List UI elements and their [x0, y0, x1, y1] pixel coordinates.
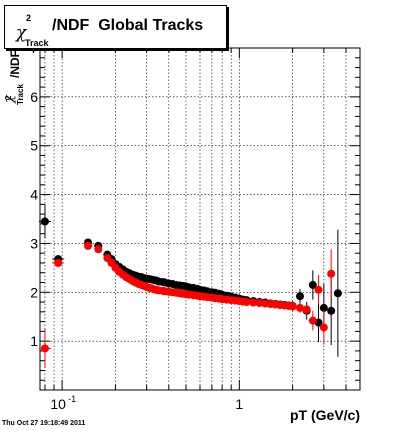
marker	[308, 280, 317, 289]
data-point	[249, 298, 258, 307]
y-tick-label: 6	[30, 89, 38, 105]
data-point	[319, 310, 328, 345]
marker	[40, 344, 49, 353]
y-tick-label: 1	[30, 333, 38, 349]
marker	[327, 306, 336, 315]
title-superscript: 2	[26, 13, 32, 23]
marker	[308, 316, 317, 325]
x-tick-label-exponent: -1	[68, 394, 76, 404]
data-point	[288, 302, 297, 311]
data-point	[314, 275, 323, 305]
chart-title: /NDF Global Tracks	[52, 17, 204, 34]
ylabel-text: /NDF	[8, 50, 22, 78]
y-tick-label: 5	[30, 138, 38, 154]
marker	[319, 323, 328, 332]
marker	[327, 269, 336, 278]
ylabel-superscript: 2	[4, 95, 13, 100]
timestamp: Thu Oct 27 19:18:49 2011	[2, 420, 86, 427]
data-point	[308, 270, 317, 300]
data-point	[295, 303, 304, 313]
x-tick-label: 1	[235, 396, 243, 412]
marker	[84, 241, 93, 250]
y-tick-label: 2	[30, 284, 38, 300]
marker	[319, 303, 328, 312]
marker	[249, 298, 258, 307]
title-chi-symbol: χ	[16, 23, 27, 43]
axis-ticks	[40, 47, 360, 391]
data-point	[38, 328, 51, 369]
data-point	[52, 258, 65, 267]
data-point	[38, 204, 51, 239]
title-subscript: Track	[25, 38, 49, 48]
data-point	[84, 241, 93, 250]
x-tick-label: 10	[50, 396, 66, 412]
marker	[314, 285, 323, 294]
x-axis-label: pT (GeV/c)	[290, 407, 361, 423]
marker	[333, 289, 342, 298]
y-axis-label: χ 2 Track /NDF	[0, 0, 40, 110]
ylabel-subscript: Track	[16, 84, 25, 105]
marker	[288, 302, 297, 311]
data-point	[295, 288, 304, 304]
data-point	[302, 303, 311, 316]
marker	[94, 245, 103, 254]
data-points	[38, 204, 342, 369]
marker	[302, 305, 311, 314]
data-point	[242, 298, 251, 307]
marker	[40, 217, 49, 226]
data-point	[94, 245, 103, 254]
marker	[242, 298, 251, 307]
marker	[54, 258, 63, 267]
data-point	[327, 249, 336, 299]
y-tick-label: 3	[30, 235, 38, 251]
marker	[295, 303, 304, 312]
y-tick-label: 4	[30, 187, 38, 203]
chart-title-box: χ 2 Track /NDF Global Tracks	[4, 5, 227, 49]
data-point	[308, 310, 317, 331]
grid-lines	[40, 48, 360, 390]
data-point	[333, 229, 342, 357]
marker	[295, 292, 304, 301]
